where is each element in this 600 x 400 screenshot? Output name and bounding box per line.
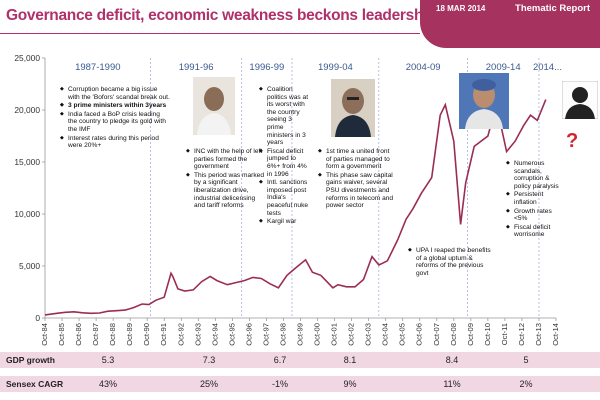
unknown-leader-silhouette: [562, 81, 598, 119]
x-tick-label: Oct-92: [176, 323, 185, 346]
portrait-pm-1991: [193, 77, 235, 135]
annotation-bullet: This phase saw capital gains waiver, sev…: [318, 172, 396, 210]
x-tick-label: Oct-90: [142, 323, 151, 346]
annotation-bullet: 1st time a united front of parties manag…: [318, 148, 396, 171]
x-tick-label: Oct-96: [244, 323, 253, 346]
sensex-cagr-value: 2%: [519, 379, 533, 389]
period-label: 1996-99: [249, 62, 284, 73]
annotation-bullet: Interest rates during this period were 2…: [60, 135, 170, 150]
x-tick-label: Oct-14: [551, 323, 560, 346]
report-banner: 18 MAR 2014 Thematic Report: [420, 0, 600, 48]
x-tick-label: Oct-10: [483, 323, 492, 346]
annotation-bullet: UPA I reaped the benefits of a global up…: [408, 247, 494, 277]
x-tick-label: Oct-11: [500, 323, 509, 345]
portrait-pm-2004: [459, 73, 509, 129]
gdp-growth-value: 5: [523, 355, 529, 365]
question-mark: ?: [566, 130, 579, 152]
y-tick-label: 15,000: [14, 157, 40, 167]
x-tick-label: Oct-86: [74, 323, 83, 346]
gdp-growth-value: 8.4: [445, 355, 459, 365]
annotation-bullet: Coalition politics was at its worst with…: [259, 86, 309, 147]
x-tick-label: Oct-06: [415, 323, 424, 346]
sensex-cagr-value: -1%: [271, 379, 289, 389]
period-label: 2004-09: [406, 62, 441, 73]
period-labels: 1987-1990 1991-96 1996-99 1999-04 2004-09 200…: [75, 62, 562, 73]
annotation-2009-14: Numerous scandals, corruption & policy p…: [506, 160, 566, 240]
annotation-1987-1990: Corruption became a big issue with the '…: [60, 86, 170, 151]
y-tick-label: 20,000: [14, 105, 40, 115]
annotation-bullet: Kargil war: [259, 218, 309, 226]
gdp-row-band: [0, 352, 600, 368]
sensex-cagr-label: Sensex CAGR: [6, 379, 64, 389]
annotation-bullet: Numerous scandals, corruption & policy p…: [506, 160, 566, 190]
x-tick-label: Oct-95: [227, 323, 236, 346]
sensex-series-line: [44, 99, 547, 316]
annotation-1999-04: 1st time a united front of parties manag…: [318, 148, 396, 211]
annotation-2004-09: UPA I reaped the benefits of a global up…: [408, 247, 494, 278]
sensex-cagr-value: 11%: [443, 379, 461, 389]
x-tick-label: Oct-12: [517, 323, 526, 346]
y-tick-label: 0: [35, 313, 40, 323]
x-tick-label: Oct-04: [381, 323, 390, 346]
x-tick-label: Oct-84: [40, 323, 49, 346]
period-label: 2014...: [533, 62, 562, 73]
y-tick-label: 5,000: [19, 261, 40, 271]
x-tick-label: Oct-02: [347, 323, 356, 346]
report-date: 18 MAR 2014: [436, 4, 486, 13]
gdp-growth-value: 8.1: [343, 355, 357, 365]
gdp-growth-value: 6.7: [273, 355, 287, 365]
period-label: 2009-14: [486, 62, 521, 73]
sensex-cagr-value: 43%: [98, 379, 118, 389]
x-tick-label: Oct-99: [296, 323, 305, 346]
period-label: 1987-1990: [75, 62, 120, 73]
x-tick-label: Oct-89: [125, 323, 134, 346]
sensex-cagr-value: 25%: [199, 379, 219, 389]
x-tick-label: Oct-88: [108, 323, 117, 346]
x-tick-label: Oct-01: [330, 323, 339, 346]
sensex-cagr-value: 9%: [343, 379, 357, 389]
gdp-growth-value: 7.3: [202, 355, 216, 365]
x-tick-label: Oct-08: [449, 323, 458, 346]
y-tick-label: 10,000: [14, 209, 40, 219]
title-underline: [0, 33, 420, 34]
annotation-bullet: Fiscal deficit worrisome: [506, 224, 566, 239]
annotation-bullet: This period was marked by a significant …: [186, 172, 266, 210]
x-tick-label: Oct-03: [364, 323, 373, 346]
report-type: Thematic Report: [515, 3, 590, 14]
x-tick-label: Oct-98: [278, 323, 287, 346]
x-tick-label: Oct-91: [159, 323, 168, 346]
x-tick-label: Oct-93: [193, 323, 202, 346]
x-axis-ticks: Oct-84 Oct-85 Oct-86 Oct-87 Oct-88 Oct-89 Oct-…: [40, 318, 560, 346]
x-tick-label: Oct-94: [210, 323, 219, 346]
report-title: Governance deficit, economic weakness be…: [6, 7, 493, 24]
x-tick-label: Oct-85: [57, 323, 66, 346]
annotation-bullet: Persistent inflation: [506, 191, 566, 206]
annotation-bullet: Corruption became a big issue with the '…: [60, 86, 170, 101]
annotation-1996-99: Coalition politics was at its worst with…: [259, 86, 309, 227]
annotation-bullet: 3 prime ministers within 3years: [60, 102, 170, 110]
x-tick-label: Oct-97: [261, 323, 270, 346]
y-tick-label: 25,000: [14, 53, 40, 63]
x-tick-label: Oct-09: [466, 323, 475, 346]
annotation-bullet: Intl. sanctions imposed post India's pea…: [259, 179, 309, 217]
annotation-bullet: India faced a BoP crisis leading the cou…: [60, 111, 170, 134]
period-label: 1999-04: [318, 62, 353, 73]
annotation-1991-96: INC with the help of left parties formed…: [186, 148, 266, 211]
portrait-pm-1999: [331, 79, 375, 137]
x-tick-label: Oct-00: [313, 323, 322, 346]
x-tick-label: Oct-07: [432, 323, 441, 346]
gdp-growth-value: 5.3: [101, 355, 115, 365]
annotation-bullet: Fiscal deficit jumped to 6%+ from 4% in …: [259, 148, 309, 178]
sensex-row-band: [0, 376, 600, 392]
x-tick-label: Oct-05: [398, 323, 407, 346]
y-axis-ticks: 0 5,000 10,000 15,000 20,000 25,000: [14, 53, 45, 323]
annotation-bullet: Growth rates <5%: [506, 208, 566, 223]
annotation-bullet: INC with the help of left parties formed…: [186, 148, 266, 171]
x-tick-label: Oct-13: [534, 323, 543, 346]
gdp-growth-label: GDP growth: [6, 355, 55, 365]
x-tick-label: Oct-87: [91, 323, 100, 346]
period-label: 1991-96: [179, 62, 214, 73]
